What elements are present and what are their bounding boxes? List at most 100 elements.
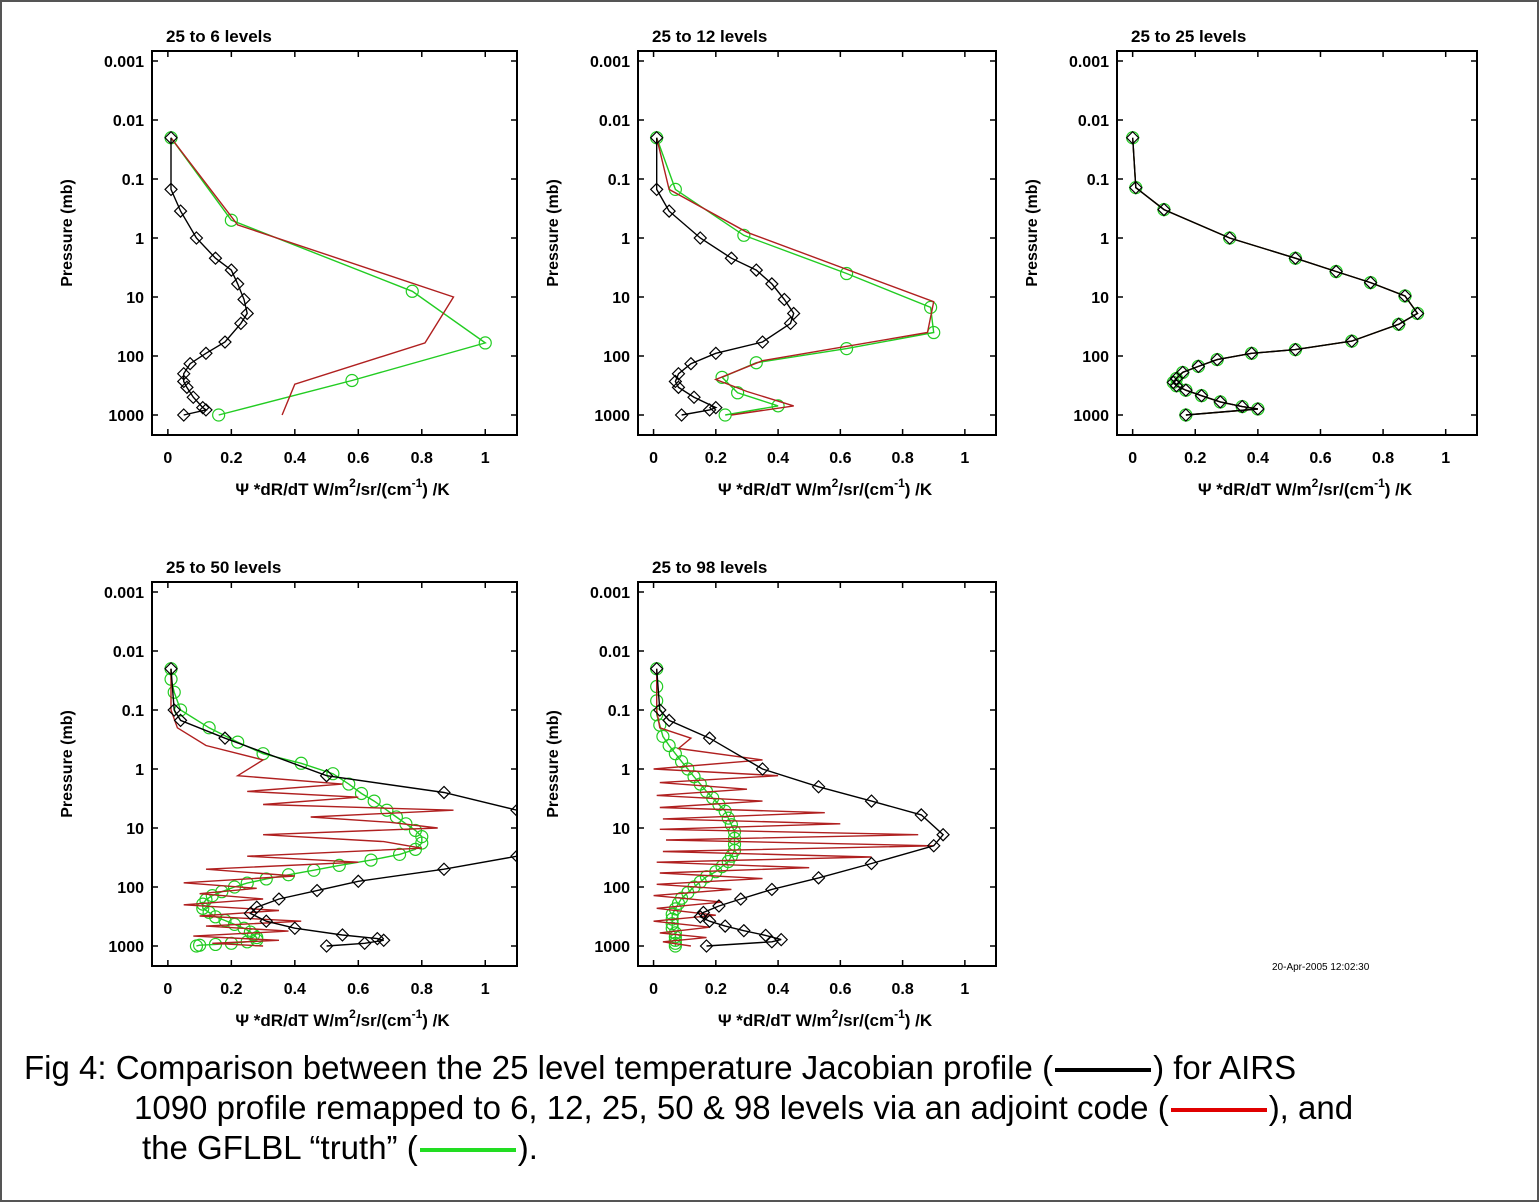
figure-caption: Fig 4: Comparison between the 25 level t… — [24, 1048, 1524, 1168]
caption-text: ) for AIRS — [1153, 1049, 1297, 1086]
data-point-diamond — [1398, 289, 1412, 303]
x-tick-label: 0 — [1128, 450, 1137, 467]
data-point-diamond — [357, 936, 372, 951]
data-point-circle — [224, 213, 238, 227]
data-point-diamond — [755, 762, 770, 776]
data-point-diamond — [437, 862, 451, 877]
series-jacobian — [164, 130, 255, 422]
x-tick-label: 0.4 — [284, 450, 306, 467]
data-point-diamond — [376, 933, 391, 948]
y-tick-label: 100 — [117, 349, 144, 366]
data-point-diamond — [649, 130, 664, 145]
data-point-diamond — [702, 914, 717, 929]
caption-text: ), and — [1268, 1089, 1354, 1126]
y-tick-label: 1 — [135, 762, 144, 779]
x-tick-label: 0.2 — [1184, 450, 1206, 467]
y-tick-label: 0.1 — [122, 172, 144, 189]
x-tick-label: 1 — [1441, 450, 1450, 467]
series-line-jacobian — [1132, 137, 1419, 416]
x-tick-label: 0.4 — [1247, 450, 1269, 467]
data-point-diamond — [733, 892, 748, 906]
data-point-diamond — [1169, 378, 1184, 393]
data-point-diamond — [208, 251, 223, 266]
series-adjoint — [170, 668, 454, 947]
data-point-circle — [718, 408, 732, 422]
x-tick-label: 0.6 — [347, 450, 369, 467]
data-point-circle — [668, 926, 682, 940]
data-point-diamond — [173, 713, 188, 728]
x-tick-label: 0.8 — [891, 450, 913, 467]
data-point-circle — [380, 803, 394, 817]
y-tick-label: 1000 — [594, 939, 630, 956]
data-point-diamond — [1344, 334, 1359, 348]
data-point-circle — [345, 373, 359, 388]
data-point-diamond — [1235, 399, 1250, 414]
data-point-diamond — [702, 403, 717, 417]
data-point-diamond — [1222, 231, 1237, 245]
y-tick-label: 0.1 — [608, 703, 630, 720]
caption-text: the GFLBL “truth” ( — [142, 1129, 418, 1166]
x-tick-label: 0.2 — [705, 450, 727, 467]
data-point-diamond — [668, 374, 683, 389]
data-point-diamond — [237, 292, 251, 307]
data-point-diamond — [1179, 408, 1193, 422]
data-point-diamond — [699, 939, 714, 953]
data-point-circle — [656, 729, 670, 743]
x-tick-label: 0.6 — [829, 450, 851, 467]
plot-frame — [151, 50, 518, 436]
series-adjoint — [653, 668, 934, 947]
x-tick-label: 0.2 — [220, 450, 242, 467]
data-point-diamond — [736, 923, 751, 938]
x-tick-label: 0.2 — [705, 981, 727, 998]
data-point-diamond — [259, 914, 274, 929]
data-point-circle — [294, 756, 308, 770]
data-point-circle — [364, 853, 378, 867]
chart-panel: 0.001 0.01 0.1 1 10 100 1000 0 0.2 0.4 0.6 0.8 1 25 t… — [59, 558, 555, 1030]
y-tick-label: 1 — [1100, 231, 1109, 248]
legend-line-truth — [419, 1148, 516, 1153]
data-point-circle — [721, 811, 735, 825]
x-tick-label: 0.2 — [220, 981, 242, 998]
y-tick-label: 0.01 — [599, 113, 630, 130]
y-tick-label: 0.001 — [590, 585, 630, 602]
panel-title: 25 to 6 levels — [166, 27, 272, 46]
y-tick-label: 100 — [1082, 349, 1109, 366]
legend-line-adjoint — [1170, 1108, 1267, 1113]
y-tick-label: 1000 — [108, 408, 144, 425]
data-point-diamond — [684, 356, 698, 371]
x-axis-label: Ψ *dR/dT W/m2​/sr/(cm-1​) /K — [235, 476, 450, 499]
y-tick-label: 1000 — [108, 939, 144, 956]
data-point-diamond — [510, 803, 517, 818]
y-tick-label: 100 — [603, 349, 630, 366]
data-point-circle — [718, 804, 732, 818]
x-tick-label: 0.8 — [411, 450, 433, 467]
data-point-diamond — [649, 661, 664, 676]
y-axis-label: Pressure (mb) — [545, 179, 562, 287]
x-tick-label: 0 — [163, 981, 172, 998]
data-point-diamond — [1157, 202, 1171, 217]
y-tick-label: 0.01 — [113, 644, 144, 661]
data-point-circle — [415, 830, 429, 844]
data-point-circle — [342, 777, 356, 791]
x-tick-label: 1 — [481, 450, 490, 467]
data-point-diamond — [240, 306, 255, 321]
data-point-circle — [749, 356, 763, 370]
y-tick-label: 0.1 — [1087, 172, 1109, 189]
data-point-diamond — [234, 316, 248, 331]
data-point-diamond — [199, 403, 213, 417]
data-point-diamond — [176, 374, 191, 389]
data-point-diamond — [1363, 275, 1378, 290]
data-point-diamond — [272, 892, 286, 906]
data-point-diamond — [864, 856, 879, 871]
data-point-diamond — [777, 292, 792, 307]
plot-frame — [637, 581, 997, 967]
x-tick-label: 0.6 — [347, 981, 369, 998]
data-point-diamond — [543, 827, 555, 839]
x-tick-label: 1 — [960, 981, 969, 998]
x-tick-label: 0.8 — [891, 981, 913, 998]
data-point-circle — [715, 370, 729, 384]
caption-text: ). — [517, 1129, 538, 1166]
x-tick-label: 1 — [960, 450, 969, 467]
series-jacobian — [649, 130, 801, 422]
data-point-diamond — [173, 204, 188, 218]
